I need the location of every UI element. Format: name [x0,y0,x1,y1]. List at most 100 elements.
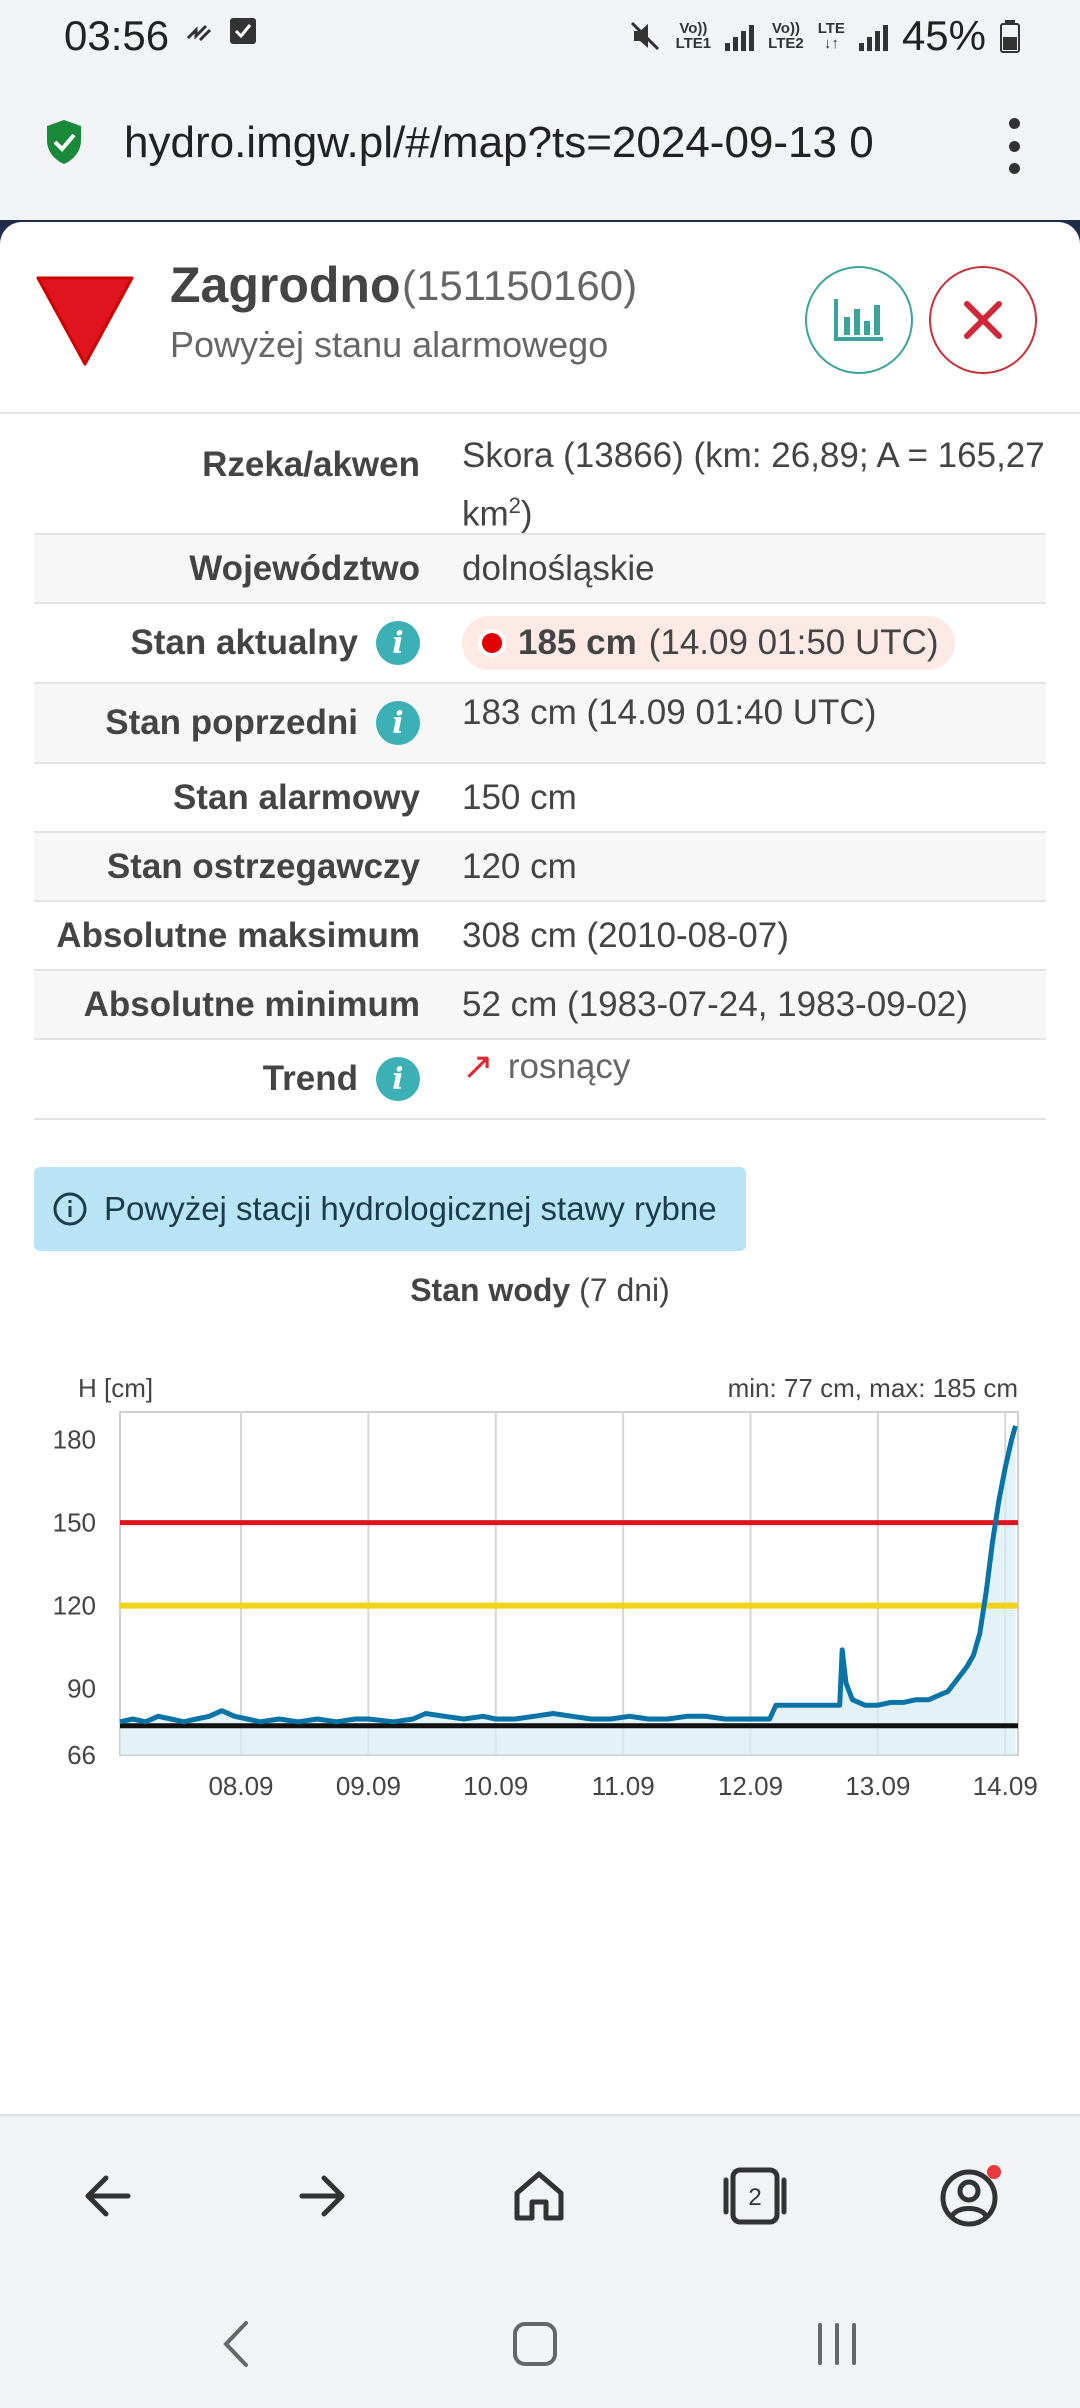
close-button[interactable] [929,266,1037,374]
chart-button[interactable] [805,266,913,374]
river-value: Skora (13866) (km: 26,89; A = 165,27 km2… [462,436,1045,534]
close-icon [964,301,1002,339]
x-tick-label: 08.09 [208,1771,273,1801]
row-absolute-max: Absolutne maksimum 308 cm (2010-08-07) [34,902,1046,971]
status-time: 03:56 [64,12,170,59]
absolute-min-label: Absolutne minimum [83,984,420,1024]
row-absolute-min: Absolutne minimum 52 cm (1983-07-24, 198… [34,971,1046,1040]
call-forward-icon [186,24,212,42]
alarm-level-value: 150 cm [462,777,577,817]
warning-level-label: Stan ostrzegawczy [106,846,420,886]
x-tick-label: 09.09 [336,1771,401,1801]
previous-level-label: Stan poprzedni i [34,684,454,762]
sim1-label: Vo)) LTE1 [675,20,712,52]
browser-url-bar: hydro.imgw.pl/#/map?ts=2024-09-13 0 [0,70,1080,220]
row-river: Rzeka/akwen Skora (13866) (km: 26,89; A … [34,427,1046,535]
status-right-icons: Vo)) LTE1 Vo)) LTE2 LTE ↓↑ 45% [628,12,1020,60]
absolute-min-value: 52 cm (1983-07-24, 1983-09-02) [462,984,968,1024]
current-level-pill: 185 cm (14.09 01:50 UTC) [462,616,955,670]
trend-value: ↗ rosnący [454,1040,1046,1118]
absolute-max-label: Absolutne maksimum [56,915,420,955]
browser-toolbar: 2 [0,2114,1080,2274]
signal-bars-icon [725,21,755,51]
series-area [120,1425,1016,1755]
info-icon[interactable]: i [376,1057,420,1101]
alarm-triangle-icon [36,276,134,366]
signal-bars-icon [858,21,888,51]
status-notification-icons [184,16,258,46]
river-label: Rzeka/akwen [202,445,420,484]
station-id: (151150160) [402,262,638,309]
y-axis-label: H [cm] [78,1373,153,1403]
account-button[interactable] [926,2156,1016,2236]
x-tick-label: 11.09 [592,1771,655,1801]
secure-shield-icon [47,120,81,164]
status-dot-icon [478,629,506,657]
alarm-level-label: Stan alarmowy [172,777,420,817]
current-level-label: Stan aktualny i [34,604,454,682]
url-field[interactable]: hydro.imgw.pl/#/map?ts=2024-09-13 0 [124,118,874,167]
row-alarm-level: Stan alarmowy 150 cm [34,764,1046,833]
chart-title: Stan wody (7 dni) [410,1272,670,1308]
row-current-level: Stan aktualny i 185 cm (14.09 01:50 UTC) [34,604,1046,684]
series-line [119,1425,1018,1725]
tabs-icon: 2 [723,2167,787,2225]
plot-frame [119,1411,1019,1756]
system-navigation-bar [0,2274,1080,2408]
recents-icon [818,2323,856,2365]
home-button[interactable] [494,2156,584,2236]
y-tick-label: 66 [67,1740,96,1770]
battery-icon [1000,20,1020,53]
y-tick-label: 90 [67,1674,96,1704]
previous-level-value: 183 cm (14.09 01:40 UTC) [462,693,877,732]
trend-label: Trend i [34,1040,454,1118]
network-type: LTE ↓↑ [817,20,845,52]
x-tick-label: 10.09 [463,1771,528,1801]
station-card: Zagrodno (151150160) Powyżej stanu alarm… [0,222,1080,2114]
row-trend: Trend i ↗ rosnący [34,1040,1046,1120]
back-button[interactable] [62,2156,152,2236]
notice-text: Powyżej stacji hydrologicznej stawy rybn… [104,1190,717,1227]
warning-level-value: 120 cm [462,846,577,886]
x-tick-label: 14.09 [973,1771,1038,1801]
y-tick-label: 150 [53,1508,96,1538]
square-home-icon [513,2322,557,2366]
account-icon [940,2165,1001,2227]
battery-percent: 45% [901,12,986,59]
water-level-chart: H [cm] min: 77 cm, max: 185 cm 08.09 09.09 1… [53,1373,1038,1801]
sim2-label: Vo)) LTE2 [768,20,804,52]
mute-icon [630,21,659,51]
voivodeship-label: Województwo [189,548,420,588]
info-icon[interactable]: i [376,621,420,665]
y-tick-label: 180 [53,1425,96,1455]
arrow-left-icon [85,2175,131,2217]
current-level-value: 185 cm (14.09 01:50 UTC) [454,604,1046,682]
status-bar: 03:56 Vo)) LTE1 Vo)) LTE2 LTE ↓↑ 45% [0,0,1080,70]
url-fade [900,110,960,180]
station-info-table: Rzeka/akwen Skora (13866) (km: 26,89; A … [34,427,1046,1120]
info-icon[interactable]: i [376,701,420,745]
system-recents-button[interactable] [792,2304,882,2384]
tabs-button[interactable]: 2 [710,2156,800,2236]
row-warning-level: Stan ostrzegawczy 120 cm [34,833,1046,902]
trend-up-arrow-icon: ↗ [462,1046,494,1088]
menu-kebab-icon[interactable] [1000,118,1028,174]
system-home-button[interactable] [490,2304,580,2384]
row-previous-level: Stan poprzedni i 183 cm (14.09 01:40 UTC… [34,684,1046,764]
home-icon [514,2171,564,2221]
info-circle-icon [53,1192,87,1226]
system-back-button[interactable] [190,2304,280,2384]
svg-text:2: 2 [748,2184,761,2211]
absolute-max-value: 308 cm (2010-08-07) [462,915,789,955]
station-header: Zagrodno (151150160) Powyżej stanu alarm… [0,222,1080,414]
voivodeship-value: dolnośląskie [462,548,655,588]
forward-button[interactable] [278,2156,368,2236]
row-voivodeship: Województwo dolnośląskie [34,535,1046,604]
arrow-right-icon [299,2175,345,2217]
chevron-left-icon [223,2321,248,2367]
x-tick-label: 13.09 [845,1771,910,1801]
x-tick-label: 12.09 [718,1771,783,1801]
bar-chart-icon [834,299,883,341]
station-name: Zagrodno [170,257,401,313]
upstream-notice: Powyżej stacji hydrologicznej stawy rybn… [34,1167,746,1251]
